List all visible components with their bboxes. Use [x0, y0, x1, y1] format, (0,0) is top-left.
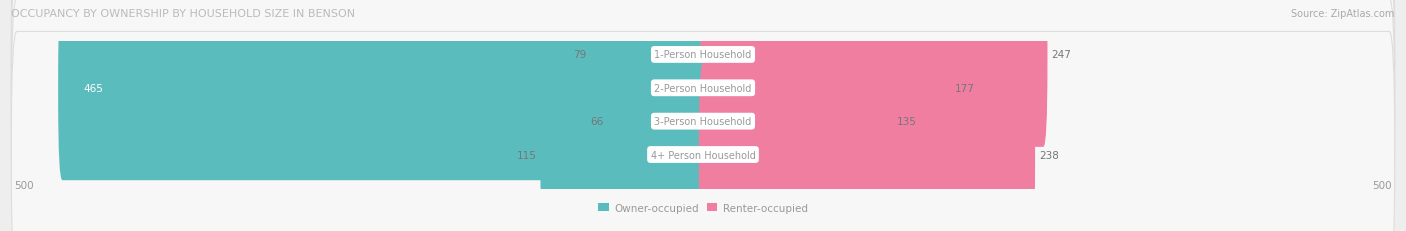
Text: 500: 500: [1372, 180, 1392, 190]
Text: 79: 79: [572, 50, 586, 60]
Text: Source: ZipAtlas.com: Source: ZipAtlas.com: [1291, 9, 1395, 19]
Text: 3-Person Household: 3-Person Household: [654, 117, 752, 127]
FancyBboxPatch shape: [11, 0, 1395, 231]
FancyBboxPatch shape: [58, 0, 707, 180]
Text: 135: 135: [897, 117, 917, 127]
Text: 177: 177: [955, 83, 974, 93]
FancyBboxPatch shape: [699, 63, 1035, 231]
FancyBboxPatch shape: [11, 0, 1395, 211]
Text: 500: 500: [14, 180, 34, 190]
FancyBboxPatch shape: [11, 0, 1395, 178]
Legend: Owner-occupied, Renter-occupied: Owner-occupied, Renter-occupied: [595, 198, 811, 217]
FancyBboxPatch shape: [11, 32, 1395, 231]
Text: 4+ Person Household: 4+ Person Household: [651, 150, 755, 160]
Text: 247: 247: [1052, 50, 1071, 60]
Text: 238: 238: [1039, 150, 1059, 160]
Text: 465: 465: [83, 83, 103, 93]
FancyBboxPatch shape: [540, 63, 707, 231]
FancyBboxPatch shape: [699, 0, 950, 180]
FancyBboxPatch shape: [699, 0, 1047, 147]
Text: 2-Person Household: 2-Person Household: [654, 83, 752, 93]
Text: 66: 66: [591, 117, 603, 127]
Text: 115: 115: [516, 150, 536, 160]
Text: OCCUPANCY BY OWNERSHIP BY HOUSEHOLD SIZE IN BENSON: OCCUPANCY BY OWNERSHIP BY HOUSEHOLD SIZE…: [11, 9, 356, 19]
Text: 1-Person Household: 1-Person Household: [654, 50, 752, 60]
FancyBboxPatch shape: [607, 30, 707, 214]
FancyBboxPatch shape: [699, 30, 893, 214]
FancyBboxPatch shape: [591, 0, 707, 147]
